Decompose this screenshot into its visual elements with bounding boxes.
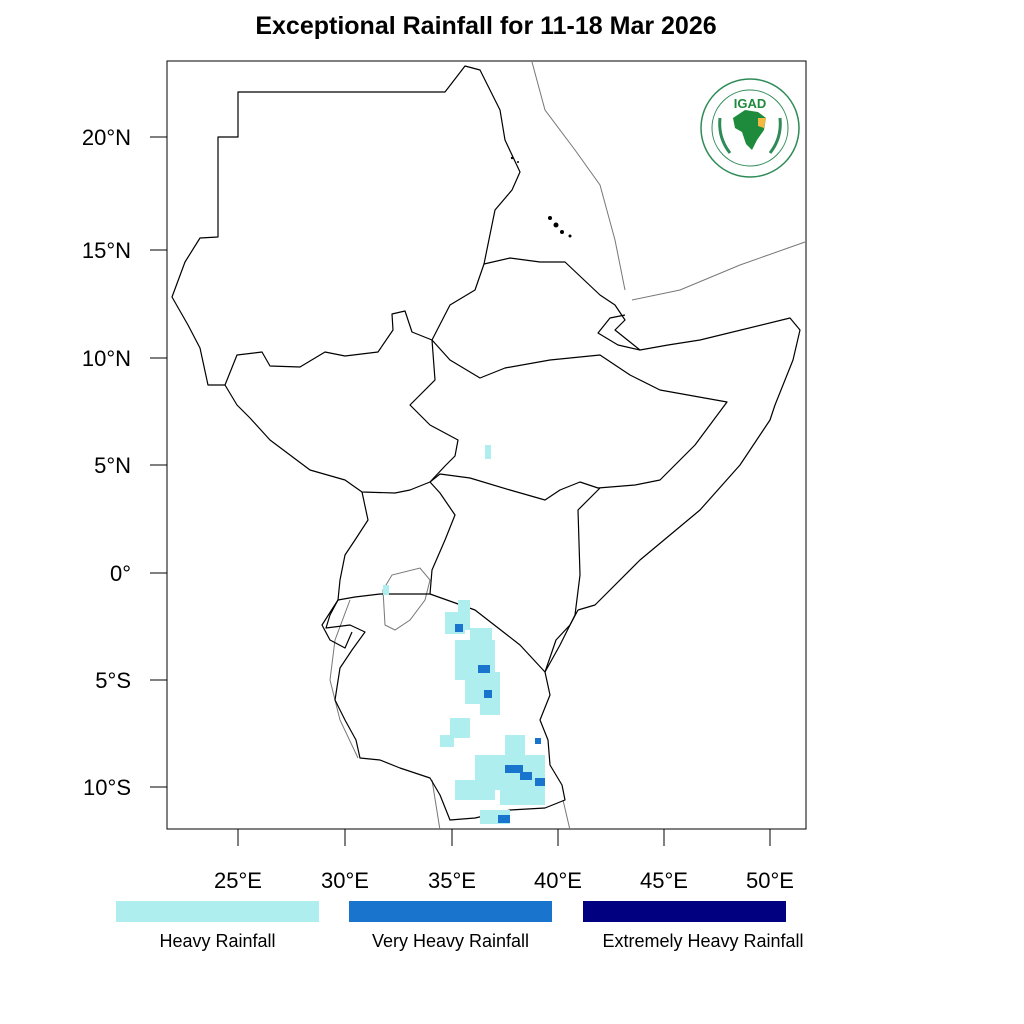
lat-label: 5°S	[95, 668, 131, 693]
lon-labels: 25°E 30°E 35°E 40°E 45°E 50°E	[214, 868, 794, 893]
lat-label: 20°N	[82, 125, 131, 150]
legend-swatch-very-heavy	[349, 901, 552, 922]
lat-labels: 20°N 15°N 10°N 5°N 0° 5°S 10°S	[82, 125, 131, 800]
lon-label: 35°E	[428, 868, 476, 893]
axis-ticks	[150, 136, 771, 846]
legend-label-heavy: Heavy Rainfall	[159, 931, 276, 951]
rainfall-heavy	[383, 445, 545, 824]
map-title: Exceptional Rainfall for 11-18 Mar 2026	[255, 12, 717, 40]
rainfall-very-heavy	[455, 624, 545, 823]
lon-label: 25°E	[214, 868, 262, 893]
country-borders	[171, 65, 801, 821]
lat-label: 5°N	[94, 453, 131, 478]
legend-swatch-extremely-heavy	[583, 901, 786, 922]
lon-label: 30°E	[321, 868, 369, 893]
grey-lines	[329, 61, 806, 831]
lon-label: 40°E	[534, 868, 582, 893]
legend-label-extremely-heavy: Extremely Heavy Rainfall	[602, 931, 804, 951]
lat-label: 10°N	[82, 346, 131, 371]
lat-label: 15°N	[82, 238, 131, 263]
legend-label-very-heavy: Very Heavy Rainfall	[371, 931, 530, 951]
lon-label: 50°E	[746, 868, 794, 893]
red-sea-islands	[510, 156, 572, 238]
legend-swatch-heavy	[116, 901, 319, 922]
igad-logo-text: IGAD	[734, 96, 767, 111]
lat-label: 0°	[110, 561, 131, 586]
lon-label: 45°E	[640, 868, 688, 893]
igad-logo-icon: IGAD	[700, 78, 800, 178]
lat-label: 10°S	[83, 775, 131, 800]
